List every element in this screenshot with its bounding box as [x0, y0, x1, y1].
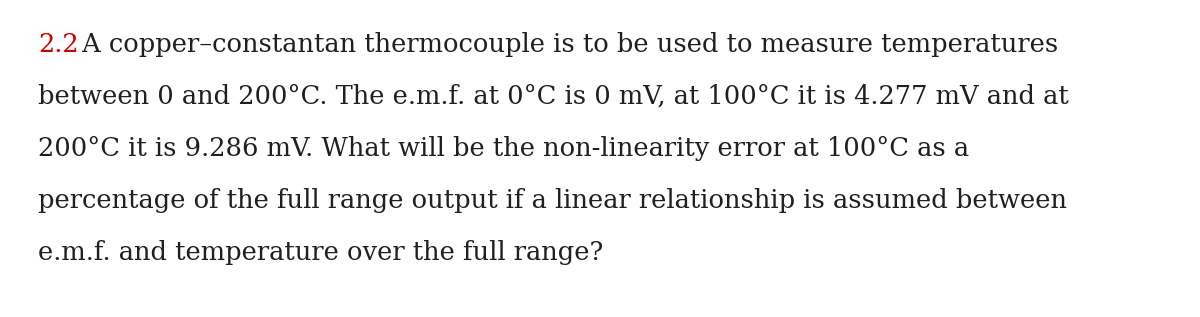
Text: between 0 and 200°C. The e.m.f. at 0°C is 0 mV, at 100°C it is 4.277 mV and at: between 0 and 200°C. The e.m.f. at 0°C i…: [38, 84, 1069, 109]
Text: 2.2: 2.2: [38, 32, 79, 57]
Text: 200°C it is 9.286 mV. What will be the non-linearity error at 100°C as a: 200°C it is 9.286 mV. What will be the n…: [38, 136, 970, 161]
Text: A copper–constantan thermocouple is to be used to measure temperatures: A copper–constantan thermocouple is to b…: [74, 32, 1058, 57]
Text: percentage of the full range output if a linear relationship is assumed between: percentage of the full range output if a…: [38, 188, 1067, 213]
Text: e.m.f. and temperature over the full range?: e.m.f. and temperature over the full ran…: [38, 240, 604, 265]
